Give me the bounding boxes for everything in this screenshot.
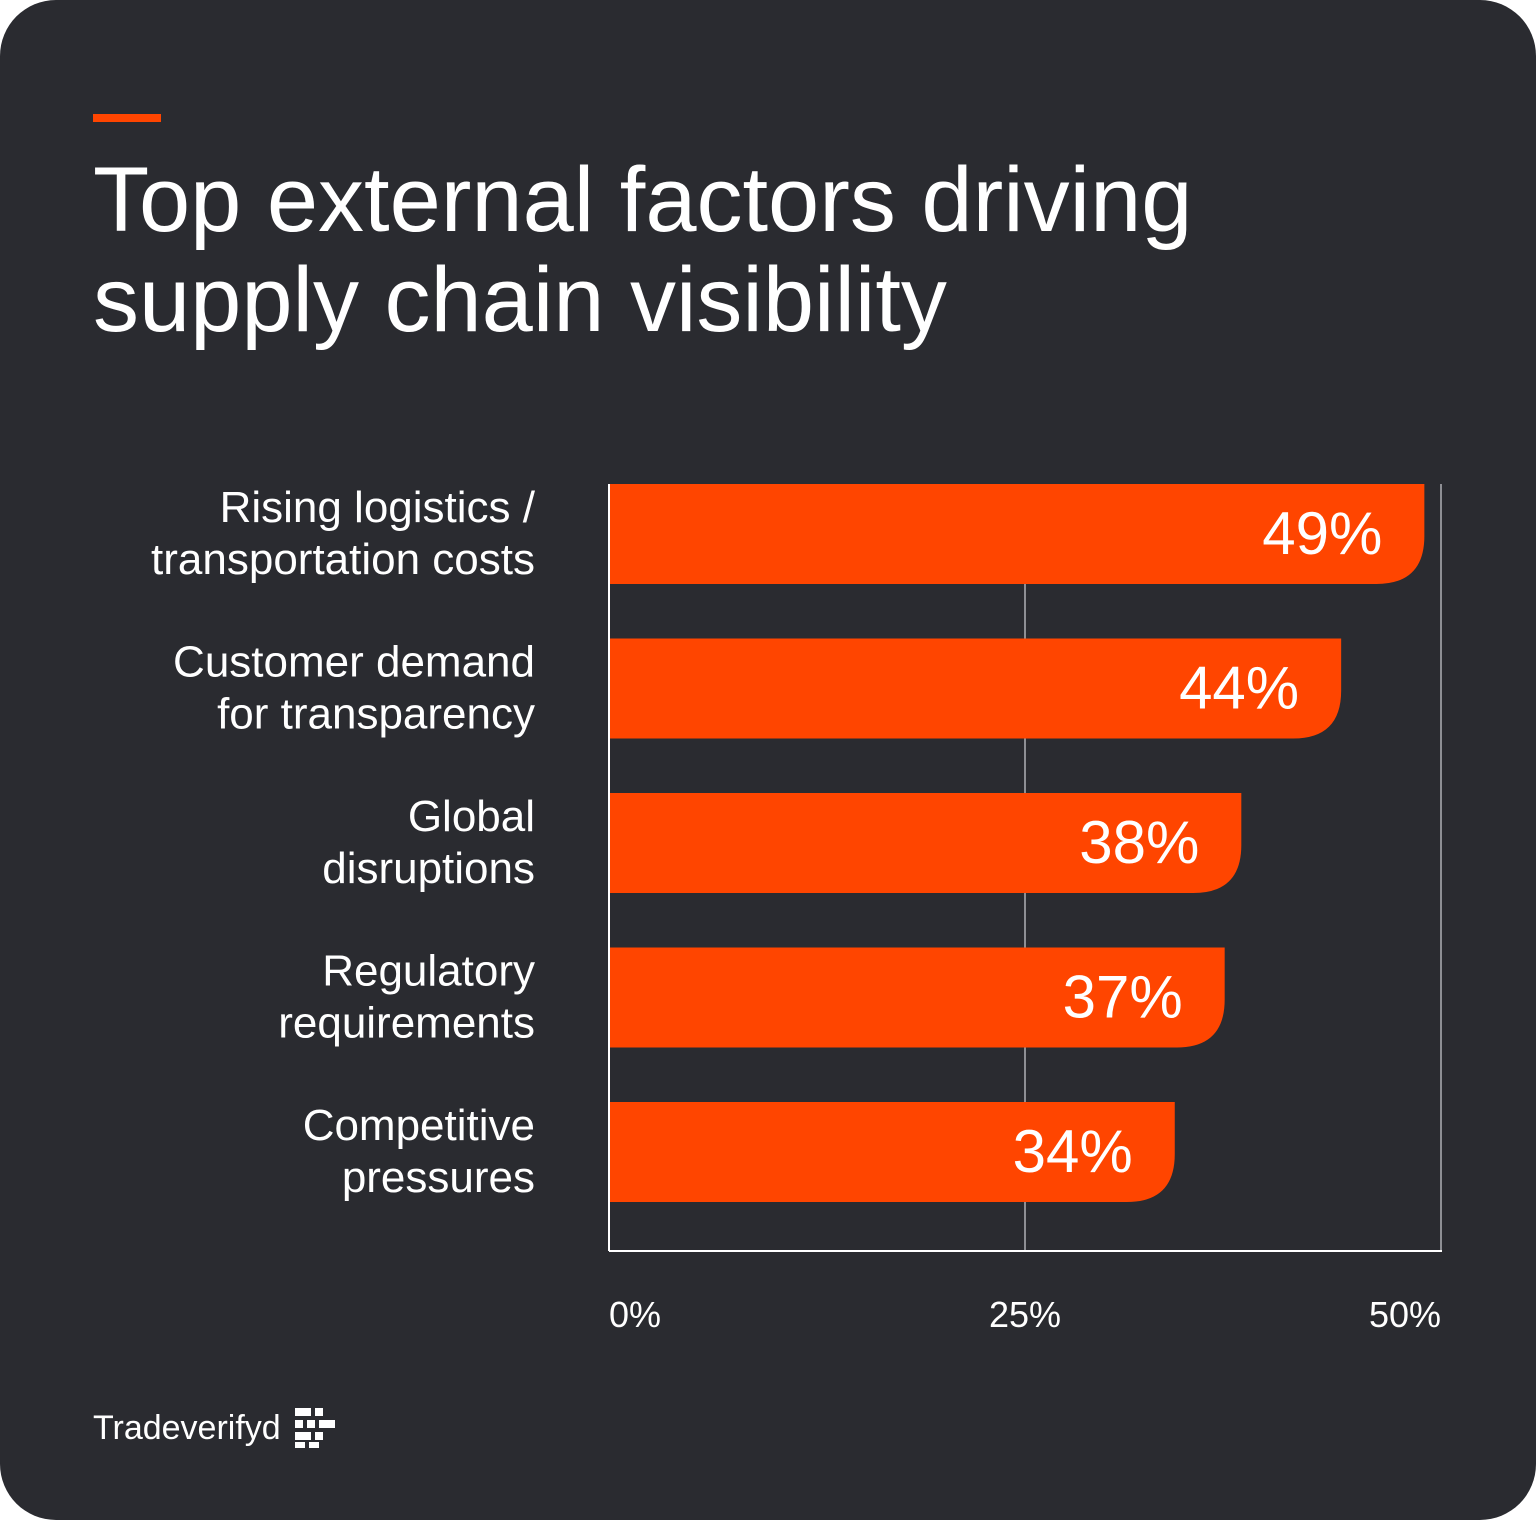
x-tick-label: 50%	[1369, 1294, 1441, 1335]
brand-logo: Tradeverifyd	[93, 1404, 337, 1452]
bar-value-label: 34%	[1013, 1118, 1133, 1185]
category-label: Rising logistics /	[220, 483, 536, 532]
category-label: Competitive	[303, 1101, 535, 1150]
chart-title: Top external factors driving supply chai…	[93, 149, 1193, 351]
bar-value-label: 37%	[1063, 964, 1183, 1031]
bar	[609, 947, 1225, 1048]
bar-value-label: 44%	[1179, 655, 1299, 722]
title-accent-line	[93, 114, 161, 122]
bar	[609, 484, 1425, 584]
bar	[609, 1102, 1175, 1202]
x-tick-label: 25%	[989, 1294, 1061, 1335]
bar-value-label: 49%	[1262, 500, 1382, 567]
category-label: pressures	[342, 1153, 535, 1202]
bar	[609, 793, 1242, 893]
category-label: transportation costs	[151, 535, 535, 584]
category-label: Customer demand	[173, 638, 535, 687]
category-label: disruptions	[322, 844, 535, 893]
category-label: Global	[408, 792, 535, 841]
category-label: Regulatory	[322, 947, 535, 996]
bar-value-label: 38%	[1079, 809, 1199, 876]
bar	[609, 638, 1342, 739]
x-tick-label: 0%	[609, 1294, 661, 1335]
category-label: for transparency	[217, 690, 535, 739]
category-label: requirements	[278, 999, 535, 1048]
brand-name: Tradeverifyd	[93, 1408, 281, 1447]
brand-mark-icon	[294, 1408, 335, 1448]
